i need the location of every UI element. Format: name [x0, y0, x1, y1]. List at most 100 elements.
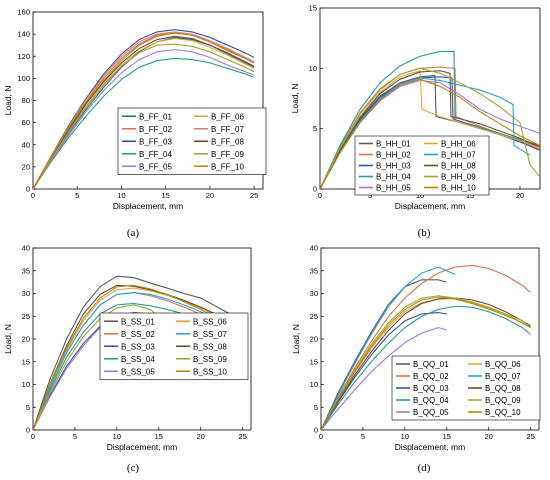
y-tick-label: 0: [313, 185, 317, 194]
legend-entry-label: B_FF_09: [211, 150, 244, 159]
chart-panel-2: 0 5 10 15 20 25 0 5 10 15 20 25 30 35 40 Displacement, …: [3, 244, 252, 474]
x-tick-label: 10: [113, 432, 121, 441]
legend-box: [391, 355, 541, 421]
series-line-b-ff-07: [33, 31, 255, 189]
x-tick-label: 25: [238, 432, 246, 441]
y-tick-label: 40: [310, 244, 318, 253]
series-line-b-ff-06: [33, 37, 255, 189]
chart-panel-3: 0 5 10 15 20 25 0 5 10 15 20 25 30 35 40 Displacement, …: [291, 244, 541, 474]
legend-entry-label: B_HH_02: [376, 151, 411, 160]
x-tick-label: 10: [401, 432, 409, 441]
y-tick-label: 35: [310, 266, 318, 275]
series-line-b-hh-06: [320, 70, 540, 189]
legend-entry-label: B_QQ_09: [485, 396, 521, 405]
legend-entry-label: B_FF_03: [139, 137, 172, 146]
y-tick-label: 5: [26, 403, 30, 412]
series-line-b-ff-08: [33, 35, 255, 189]
x-tick-label: 5: [75, 191, 79, 200]
series-line-b-hh-08: [320, 70, 540, 189]
y-tick-label: 30: [310, 289, 318, 298]
legend: B_FF_01 B_FF_02 B_FF_03 B_FF_04 B_FF_05 B_FF_…: [117, 107, 267, 175]
x-tick-label: 20: [197, 432, 205, 441]
y-tick-label: 25: [22, 312, 30, 321]
panel-letter: (d): [418, 462, 431, 474]
x-tick-label: 0: [31, 191, 35, 200]
legend-entry-label: B_SS_02: [121, 330, 155, 339]
x-axis-label: Displacement, mm: [395, 442, 465, 452]
series-line-b-hh-10: [320, 78, 540, 189]
legend-entry-label: B_FF_08: [211, 137, 244, 146]
legend-box: [99, 312, 249, 380]
legend-entry-label: B_QQ_07: [485, 372, 521, 381]
series-line-b-ff-02: [33, 32, 255, 189]
legend-entry-label: B_HH_10: [441, 184, 476, 193]
x-axis-label: Displacement, mm: [113, 201, 183, 211]
y-tick-label: 35: [22, 266, 30, 275]
x-tick-label: 15: [466, 191, 474, 200]
legend-entry-label: B_SS_03: [121, 342, 155, 351]
x-tick-label: 20: [206, 191, 214, 200]
series-line-b-qq-02: [321, 264, 531, 430]
y-axis-label: Load, N: [3, 324, 13, 354]
y-axis-label: Load, N: [290, 84, 300, 114]
legend-entry-label: B_QQ_02: [413, 372, 449, 381]
y-tick-label: 30: [22, 289, 30, 298]
legend-entry-label: B_HH_05: [376, 184, 411, 193]
y-tick-label: 60: [22, 118, 30, 127]
chart-panel-0: 0 5 10 15 20 25 0 20 40 60 80 100 120 140 160 Displacem…: [3, 8, 267, 239]
x-tick-label: 5: [73, 432, 77, 441]
legend-box: [354, 135, 490, 196]
series-group: [321, 264, 531, 430]
x-tick-label: 20: [485, 432, 493, 441]
x-tick-label: 15: [443, 432, 451, 441]
series-line-b-qq-01: [321, 279, 447, 430]
y-tick-label: 15: [22, 357, 30, 366]
y-tick-label: 40: [22, 244, 30, 253]
legend-entry-label: B_FF_02: [139, 125, 172, 134]
series-line-b-ff-04: [33, 57, 255, 189]
y-tick-label: 0: [26, 426, 30, 435]
x-tick-label: 0: [319, 432, 323, 441]
series-line-b-hh-04: [320, 50, 540, 189]
y-tick-label: 120: [17, 52, 30, 61]
y-tick-label: 20: [310, 335, 318, 344]
y-tick-label: 25: [310, 312, 318, 321]
series-line-b-qq-09: [321, 295, 531, 430]
legend-entry-label: B_HH_09: [441, 173, 476, 182]
y-tick-label: 20: [22, 162, 30, 171]
x-tick-label: 25: [250, 191, 258, 200]
legend-entry-label: B_FF_01: [139, 112, 172, 121]
x-tick-label: 0: [318, 191, 322, 200]
y-tick-label: 0: [314, 426, 318, 435]
series-line-b-qq-04: [321, 305, 531, 430]
x-tick-label: 25: [526, 432, 534, 441]
y-tick-label: 100: [17, 74, 30, 83]
legend-entry-label: B_SS_10: [193, 367, 227, 376]
legend-entry-label: B_SS_07: [193, 330, 227, 339]
x-axis-label: Displacement, mm: [395, 201, 465, 211]
x-tick-label: 20: [516, 191, 524, 200]
y-tick-label: 15: [309, 4, 317, 13]
y-axis-label: Load, N: [3, 86, 13, 116]
legend-entry-label: B_HH_07: [441, 151, 476, 160]
series-line-b-qq-07: [321, 266, 456, 430]
legend-entry-label: B_QQ_04: [413, 396, 449, 405]
legend-entry-label: B_HH_04: [376, 173, 411, 182]
legend-entry-label: B_FF_04: [139, 150, 172, 159]
legend-entry-label: B_FF_06: [211, 112, 244, 121]
y-tick-label: 20: [22, 335, 30, 344]
panel-letter: (b): [418, 227, 431, 239]
legend-entry-label: B_QQ_08: [485, 384, 521, 393]
legend-entry-label: B_HH_01: [376, 140, 411, 149]
x-tick-label: 15: [155, 432, 163, 441]
legend-entry-label: B_HH_06: [441, 140, 476, 149]
legend: B_HH_01 B_HH_02 B_HH_03 B_HH_04 B_HH_05 B_HH_…: [354, 135, 490, 196]
legend-entry-label: B_SS_09: [193, 355, 227, 364]
legend-entry-label: B_FF_07: [211, 125, 244, 134]
series-line-b-hh-07: [320, 77, 531, 189]
y-tick-label: 160: [17, 8, 30, 17]
panel-letter: (a): [127, 227, 140, 239]
legend-entry-label: B_SS_05: [121, 367, 155, 376]
